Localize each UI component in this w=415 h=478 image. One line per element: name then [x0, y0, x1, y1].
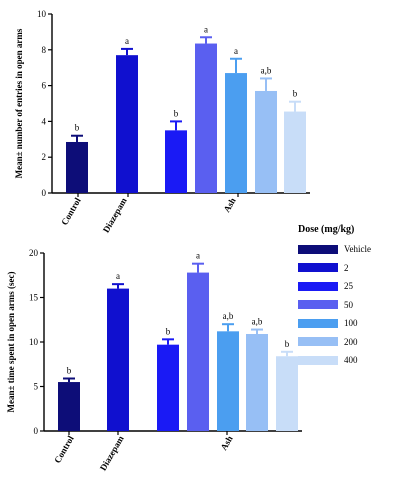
bar — [157, 344, 179, 431]
legend-swatch — [298, 300, 338, 310]
x-category-label: Ash — [222, 196, 238, 214]
y-axis-title: Mean± time spent in open arms (sec) — [6, 272, 16, 413]
y-tick-label: 8 — [42, 45, 47, 55]
legend-swatch — [298, 318, 338, 328]
bar — [225, 73, 247, 193]
bar — [276, 356, 298, 431]
bar — [217, 331, 239, 431]
y-tick-label: 4 — [42, 116, 47, 126]
legend-entry: 2 — [298, 259, 415, 278]
significance-label: a — [196, 251, 200, 261]
legend-label: 50 — [344, 299, 353, 310]
legend-entry: 100 — [298, 314, 415, 333]
significance-label: a — [234, 46, 238, 56]
x-category-label: Control — [59, 196, 83, 227]
bar — [255, 90, 277, 193]
legend-swatch — [298, 337, 338, 347]
legend: Dose (mg/kg) Vehicle 2 25 50 100 200 400 — [298, 224, 415, 370]
bar — [165, 130, 187, 193]
bar — [107, 288, 129, 431]
x-category-label: Diazepam — [101, 196, 129, 235]
legend-entry: 25 — [298, 277, 415, 296]
y-tick-label: 5 — [34, 382, 39, 392]
significance-label: b — [174, 108, 179, 118]
significance-label: b — [293, 89, 298, 99]
bar — [187, 272, 209, 431]
legend-swatch — [298, 263, 338, 273]
legend-swatch — [298, 281, 338, 291]
bar — [246, 333, 268, 431]
y-tick-label: 0 — [34, 426, 39, 436]
y-tick-label: 6 — [42, 81, 47, 91]
legend-swatch — [298, 244, 338, 254]
bar — [58, 382, 80, 431]
legend-title: Dose (mg/kg) — [298, 224, 355, 235]
chart-entries-open-arms: 0 2 4 6 8 10 Mean± number of entries in open a… — [14, 9, 310, 234]
significance-label: a,b — [223, 311, 234, 321]
legend-entry: 50 — [298, 296, 415, 315]
legend-label: 200 — [344, 336, 358, 347]
significance-label: a — [204, 24, 208, 34]
significance-label: b — [67, 365, 72, 375]
y-tick-label: 10 — [37, 9, 47, 19]
y-tick-label: 0 — [42, 188, 47, 198]
significance-label: a — [116, 271, 120, 281]
bar — [284, 111, 306, 193]
legend-label: Vehicle — [344, 244, 371, 255]
legend-entry: 400 — [298, 351, 415, 370]
significance-label: a,b — [252, 317, 263, 327]
y-axis-title: Mean± number of entries in open arms — [14, 28, 24, 178]
x-category-label: Ash — [219, 434, 235, 452]
x-category-label: Control — [52, 434, 76, 465]
legend-swatch — [298, 355, 338, 365]
bar — [195, 43, 217, 193]
legend-entries: Vehicle 2 25 50 100 200 400 — [298, 240, 415, 370]
significance-label: a — [125, 36, 129, 46]
bar — [66, 141, 88, 193]
y-tick-label: 20 — [29, 248, 39, 258]
y-tick-label: 15 — [29, 293, 39, 303]
legend-label: 2 — [344, 262, 349, 273]
x-category-label: Diazepam — [98, 434, 126, 473]
significance-label: b — [285, 339, 290, 349]
y-tick-label: 2 — [42, 152, 47, 162]
y-tick-label: 10 — [29, 337, 39, 347]
significance-label: b — [166, 326, 171, 336]
legend-label: 100 — [344, 318, 358, 329]
bar — [116, 55, 138, 193]
legend-entry: 200 — [298, 333, 415, 352]
chart-time-open-arms: 0 5 10 15 20 Mean± time spent in open arms (s… — [6, 248, 302, 472]
legend-label: 400 — [344, 355, 358, 366]
legend-entry: Vehicle — [298, 240, 415, 259]
significance-label: b — [75, 123, 80, 133]
legend-label: 25 — [344, 281, 353, 292]
significance-label: a,b — [261, 65, 272, 75]
